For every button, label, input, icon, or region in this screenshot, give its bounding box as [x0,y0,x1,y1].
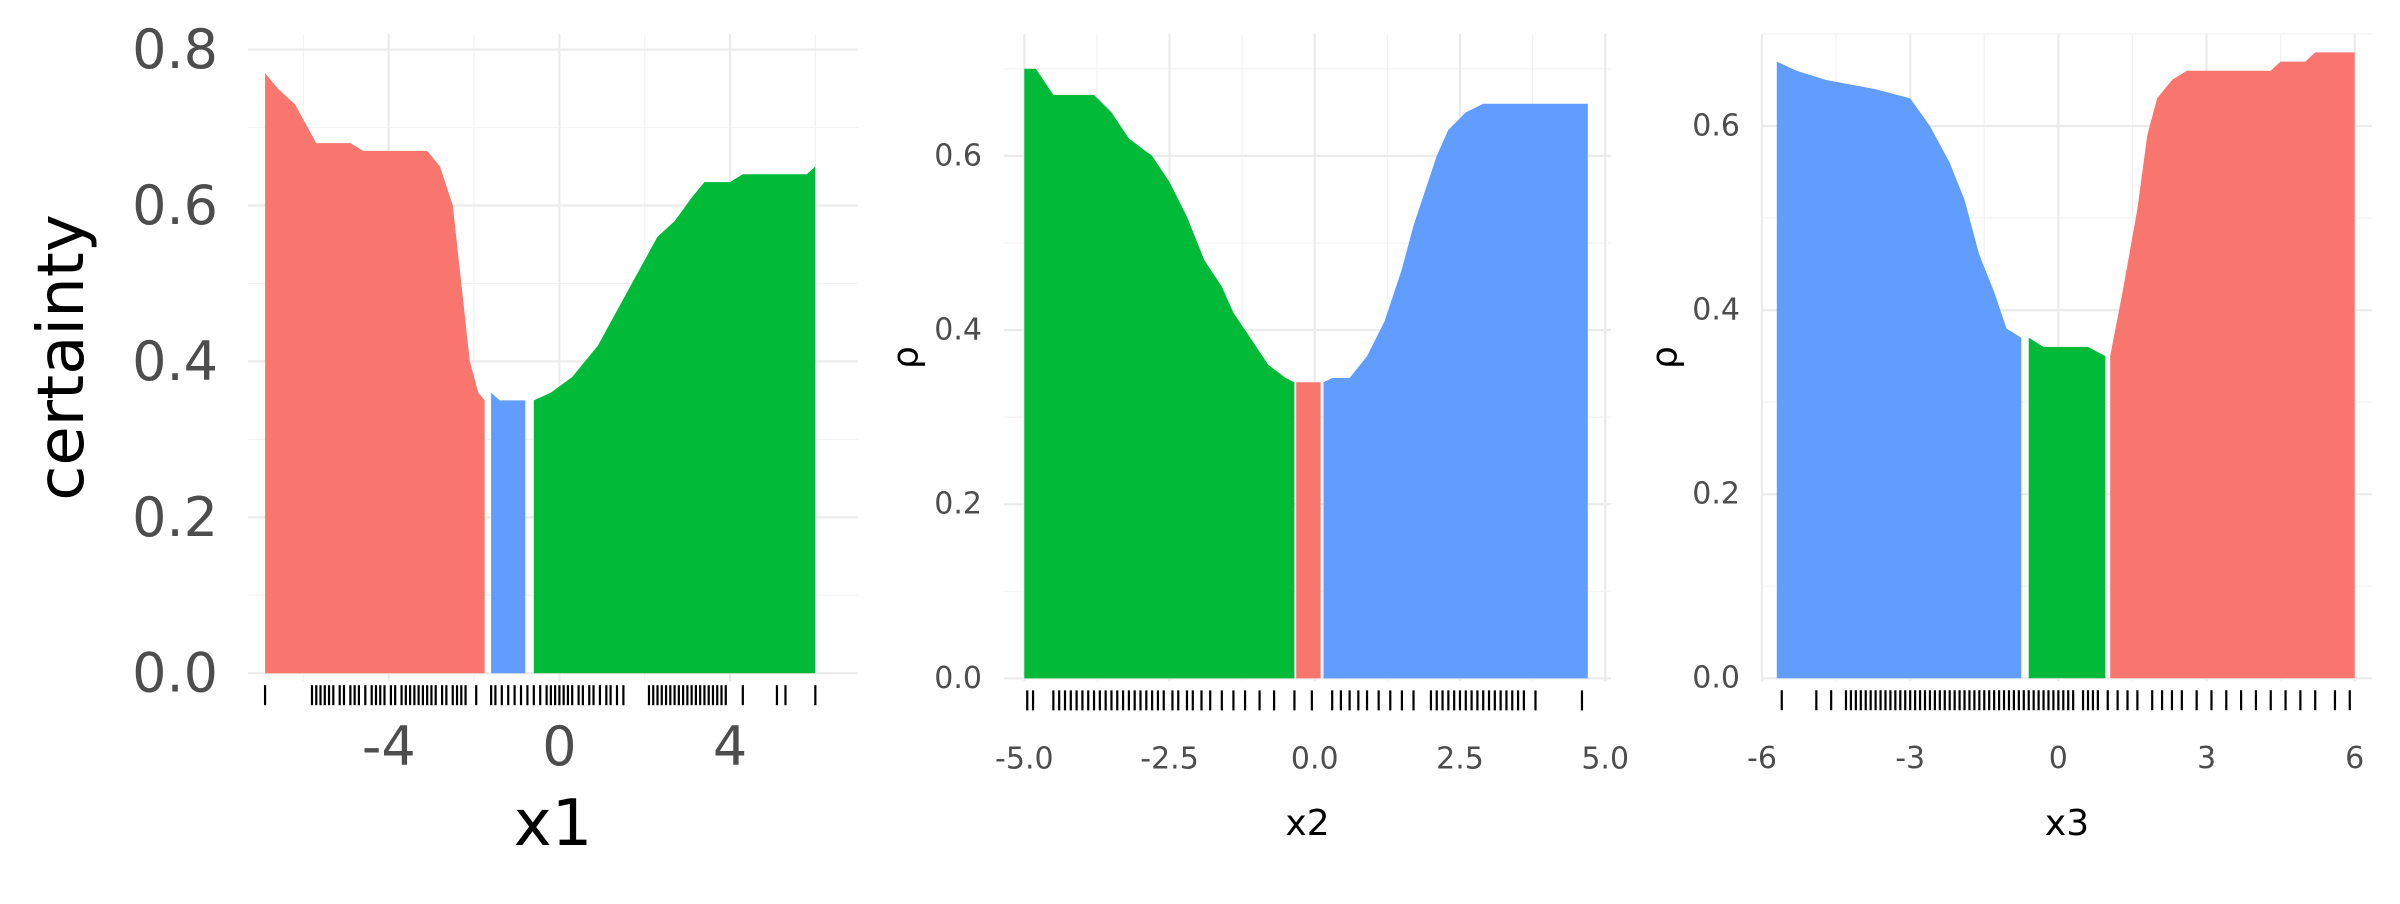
y-axis-title: certainty [25,214,99,501]
x-tick-label: -3 [1895,741,1925,776]
x-tick-label: -2.5 [1140,741,1199,776]
y-axis-title: ρ [1645,346,1686,369]
x-axis-title: x1 [514,787,593,861]
y-tick-label: 0.6 [1692,109,1740,144]
area-segment-blue [491,392,526,674]
x-tick-label: -4 [362,715,416,778]
area-segment-red [265,73,485,674]
y-tick-label: 0.4 [934,313,982,348]
area-segment-green [2028,337,2106,679]
x-axis-title: x2 [1285,803,1329,844]
x-tick-label: 0 [2049,741,2068,776]
y-axis-title: ρ [886,346,927,369]
area-segment-green [533,166,816,674]
y-tick-label: 0.0 [934,661,982,696]
x-tick-label: -6 [1747,741,1777,776]
panel-x3: 0.0 0.2 0.4 0.6 -6 -3 0 3 6 x3 ρ [1645,33,2372,844]
y-tick-label: 0.2 [132,486,218,549]
y-tick-label: 0.0 [1692,661,1740,696]
y-tick-label: 0.4 [132,330,218,393]
area-segment-blue [1323,103,1588,679]
x-axis-title: x3 [2045,803,2089,844]
x-tick-label: 4 [713,715,747,778]
area-segment-red [1296,382,1321,679]
y-tick-label: 0.8 [132,18,218,81]
area-segment-green [1024,68,1295,679]
area-segment-blue [1776,61,2022,679]
panel-x2: 0.0 0.2 0.4 0.6 -5.0 -2.5 0.0 2.5 5.0 x2 ρ [886,34,1629,844]
x-tick-label: 0.0 [1291,741,1339,776]
x-tick-label: 6 [2345,741,2364,776]
y-tick-label: 0.6 [132,174,218,237]
x-tick-label: 3 [2197,741,2216,776]
y-tick-label: 0.4 [1692,293,1740,328]
y-tick-label: 0.6 [934,138,982,173]
x-tick-label: 5.0 [1581,741,1629,776]
panel-x1: 0.0 0.2 0.4 0.6 0.8 -4 0 4 x1 certainty [25,18,858,861]
y-tick-label: 0.2 [1692,477,1740,512]
y-tick-label: 0.0 [132,642,218,705]
y-tick-label: 0.2 [934,487,982,522]
x-tick-label: 0 [542,715,576,778]
area-segment-red [2110,52,2355,679]
x-tick-label: -5.0 [995,741,1054,776]
x-tick-label: 2.5 [1436,741,1484,776]
